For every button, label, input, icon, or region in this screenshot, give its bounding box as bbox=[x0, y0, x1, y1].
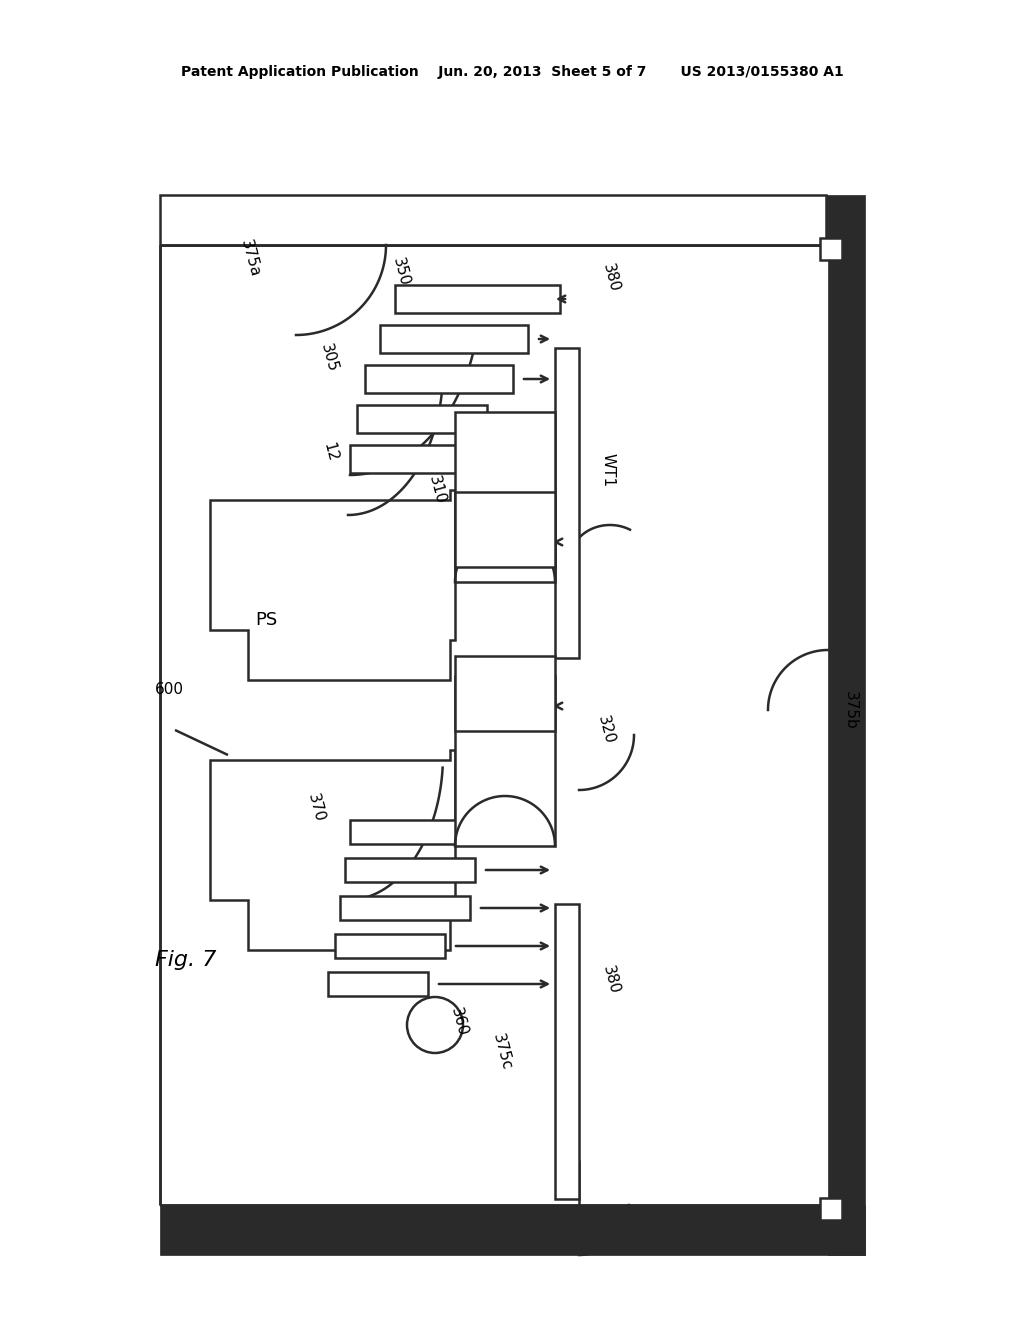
Bar bbox=[160, 1205, 865, 1255]
Text: 350: 350 bbox=[390, 256, 412, 288]
Bar bbox=[555, 904, 579, 1199]
Polygon shape bbox=[210, 490, 455, 680]
Text: Patent Application Publication    Jun. 20, 2013  Sheet 5 of 7       US 2013/0155: Patent Application Publication Jun. 20, … bbox=[180, 65, 844, 79]
Bar bbox=[455, 676, 555, 846]
Bar bbox=[328, 972, 428, 997]
Polygon shape bbox=[210, 750, 455, 950]
Bar bbox=[455, 492, 555, 568]
Bar bbox=[395, 285, 560, 313]
Text: 380: 380 bbox=[600, 964, 622, 997]
Bar bbox=[820, 238, 842, 260]
Text: 375a: 375a bbox=[238, 238, 262, 279]
Bar bbox=[345, 858, 475, 882]
Bar bbox=[455, 412, 555, 582]
Bar bbox=[455, 656, 555, 731]
Bar bbox=[160, 195, 826, 246]
Bar bbox=[340, 896, 470, 920]
Bar bbox=[357, 405, 487, 433]
Bar bbox=[350, 445, 480, 473]
Bar bbox=[335, 935, 445, 958]
Text: 310: 310 bbox=[426, 474, 447, 506]
Text: 320: 320 bbox=[595, 714, 617, 746]
Text: PS: PS bbox=[255, 611, 278, 630]
Text: 360: 360 bbox=[449, 1006, 470, 1038]
Bar bbox=[555, 348, 579, 657]
Text: 380: 380 bbox=[600, 263, 622, 294]
Text: 375b: 375b bbox=[843, 690, 858, 730]
Polygon shape bbox=[455, 796, 555, 846]
Text: Fig. 7: Fig. 7 bbox=[155, 950, 216, 970]
Bar bbox=[828, 195, 865, 1255]
Text: 305: 305 bbox=[318, 342, 340, 374]
Circle shape bbox=[407, 997, 463, 1053]
Text: WT1: WT1 bbox=[600, 453, 615, 487]
Bar bbox=[365, 366, 513, 393]
Bar bbox=[350, 820, 498, 843]
Bar bbox=[820, 1199, 842, 1220]
Bar bbox=[380, 325, 528, 352]
Polygon shape bbox=[455, 532, 555, 582]
Text: 600: 600 bbox=[155, 682, 184, 697]
Text: 375c: 375c bbox=[490, 1032, 514, 1072]
Text: 12: 12 bbox=[319, 441, 340, 463]
Text: 370: 370 bbox=[305, 792, 327, 824]
Bar bbox=[160, 195, 828, 246]
